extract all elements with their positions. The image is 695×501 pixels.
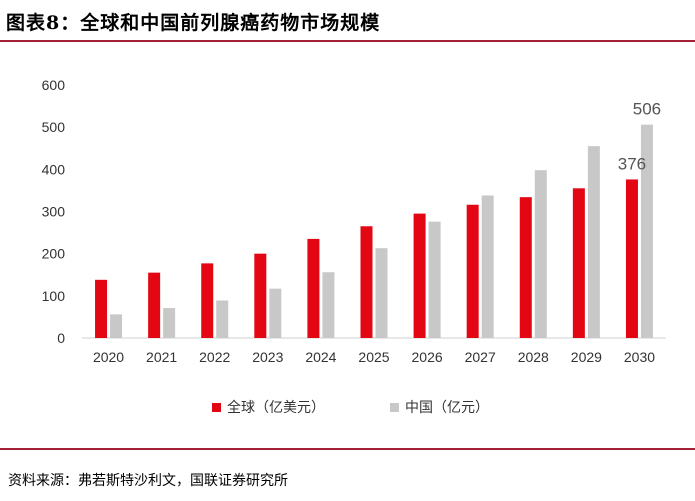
bar-global [519,197,532,338]
bar-china [534,170,547,338]
bar-global [254,253,267,338]
x-tick-label: 2020 [93,349,124,365]
bar-china [322,272,335,338]
bar-global [307,238,320,338]
bar-global [466,204,479,338]
y-tick-label: 300 [42,204,66,220]
x-tick-label: 2027 [465,349,496,365]
x-tick-label: 2030 [624,349,655,365]
x-tick-label: 2026 [412,349,443,365]
x-tick-label: 2021 [146,349,177,365]
y-tick-label: 500 [42,119,66,135]
bar-global [360,226,373,338]
bar-china [269,288,282,338]
page-title: 图表8：全球和中国前列腺癌药物市场规模 [6,12,381,34]
x-tick-label: 2028 [518,349,549,365]
legend-item-china: 中国（亿元） [390,397,489,417]
bar-china [163,308,176,338]
x-tick-label: 2024 [305,349,336,365]
bar-china [216,300,229,338]
bar-china [110,314,123,338]
bar-china [375,248,388,338]
bar-chart: 0 100 200 300 400 500 600 2020 2021 2022 2023 2024 2… [42,77,666,365]
y-tick-label: 0 [57,330,65,346]
legend-label-global: 全球（亿美元） [227,400,325,416]
x-tick-label: 2023 [252,349,283,365]
bar-global [201,263,214,338]
bar-global [95,279,108,338]
y-tick-label: 200 [42,246,66,262]
x-tick-label: 2025 [358,349,389,365]
x-tick-label: 2029 [571,349,602,365]
bar-china [587,146,600,338]
data-label: 506 [633,100,661,119]
y-tick-label: 400 [42,161,66,177]
legend-label-china: 中国（亿元） [405,400,489,416]
bar-global [148,272,161,338]
bar-china [428,221,441,338]
bar-china [481,195,494,338]
y-tick-label: 600 [42,77,66,93]
bar-china [640,124,653,339]
data-label: 376 [618,154,646,173]
y-tick-label: 100 [42,288,66,304]
chart-legend: 全球（亿美元） 中国（亿元） [0,397,695,419]
x-tick-label: 2022 [199,349,230,365]
legend-swatch-global [212,402,221,412]
source-note: 资料来源：弗若斯特沙利文，国联证券研究所 [8,473,288,489]
bar-global [572,188,585,338]
bar-global [413,213,426,338]
footer-divider [0,448,695,450]
legend-swatch-china [390,402,399,412]
legend-item-global: 全球（亿美元） [212,397,325,417]
bar-global [625,179,638,338]
title-divider [0,40,695,42]
